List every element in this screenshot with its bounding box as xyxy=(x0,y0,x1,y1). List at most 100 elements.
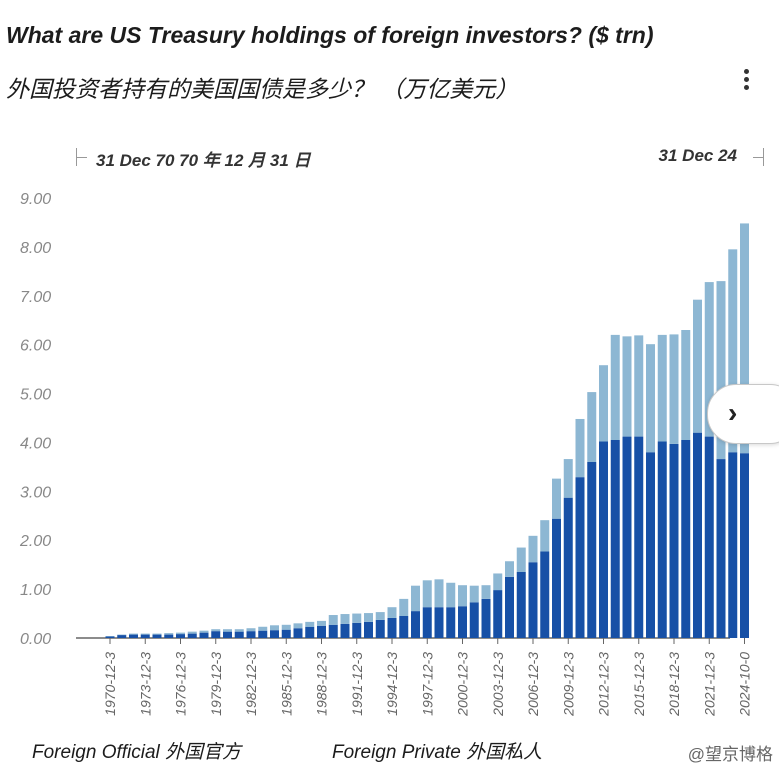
x-tick-label: 1973-12-3 xyxy=(137,652,153,716)
bar-private xyxy=(211,629,221,632)
x-tick-label: 1982-12-3 xyxy=(243,652,259,716)
bar-official xyxy=(552,518,561,638)
bar-private xyxy=(634,335,644,437)
bar-official xyxy=(563,497,573,638)
bar-official xyxy=(646,452,655,638)
y-tick-label: 5.00 xyxy=(20,387,51,404)
next-chart-button[interactable]: › xyxy=(707,384,779,444)
bar-private xyxy=(681,330,691,440)
bar-private xyxy=(422,580,432,608)
bar-private xyxy=(152,633,162,635)
bar-official xyxy=(152,634,162,638)
bar-private xyxy=(516,547,526,572)
chevron-right-icon: › xyxy=(728,397,738,428)
bar-official xyxy=(634,436,644,638)
bar-private xyxy=(176,632,185,635)
bar-official xyxy=(422,607,432,638)
stacked-bar-chart: 0.00 1.00 2.00 3.00 4.00 5.00 6.00 7.00 8.00 9.00… xyxy=(19,191,753,717)
y-tick-label: 0.00 xyxy=(20,631,51,648)
bar-official xyxy=(199,632,209,638)
bar-official xyxy=(669,443,679,638)
bar-official xyxy=(246,631,256,638)
x-tick-label: 1994-12-3 xyxy=(384,652,400,716)
bar-official xyxy=(305,626,315,638)
range-start-handle[interactable] xyxy=(76,148,88,166)
bar-official xyxy=(411,611,420,638)
bar-official xyxy=(528,562,538,638)
bar-private xyxy=(352,613,362,623)
bar-private xyxy=(199,630,209,633)
y-tick-label: 2.00 xyxy=(19,533,51,550)
bar-private xyxy=(317,620,326,626)
bar-private xyxy=(293,623,303,629)
bar-private xyxy=(646,344,655,453)
bar-official xyxy=(234,631,244,638)
bar-private xyxy=(481,585,491,599)
bar-official xyxy=(587,462,597,638)
bar-official xyxy=(399,616,409,638)
x-tick-label: 1991-12-3 xyxy=(349,652,365,716)
bar-private xyxy=(270,625,279,631)
bar-private xyxy=(693,299,702,433)
bar-official xyxy=(223,631,232,638)
bar-official xyxy=(364,621,373,638)
x-tick-label: 2018-12-3 xyxy=(666,652,682,717)
x-tick-label: 1979-12-3 xyxy=(208,652,224,716)
bar-official xyxy=(693,432,702,638)
bar-official xyxy=(458,606,467,638)
bar-private xyxy=(246,628,256,632)
bar-private xyxy=(140,633,150,635)
x-tick-label: 2009-12-3 xyxy=(560,652,576,717)
bar-official xyxy=(117,635,127,638)
bar-official xyxy=(258,630,268,638)
bar-official xyxy=(340,623,350,638)
bar-private xyxy=(399,598,409,616)
x-tick-label: 2012-12-3 xyxy=(596,652,612,717)
chart-title: What are US Treasury holdings of foreign… xyxy=(6,22,654,48)
x-tick-label: 1997-12-3 xyxy=(419,652,435,716)
chart-subtitle: 外国投资者持有的美国国债是多少？ （万亿美元） xyxy=(6,76,519,102)
bar-private xyxy=(657,334,667,442)
bar-private xyxy=(704,282,714,437)
bar-private xyxy=(669,334,679,444)
bar-official xyxy=(540,551,550,638)
bar-private xyxy=(223,629,232,632)
bar-official xyxy=(375,619,385,638)
bar-official xyxy=(622,436,632,638)
bar-official xyxy=(164,634,174,638)
bar-private xyxy=(540,520,550,552)
bar-official xyxy=(657,441,667,638)
y-tick-label: 4.00 xyxy=(20,435,51,452)
bar-private xyxy=(575,418,585,478)
bar-private xyxy=(728,249,738,453)
y-tick-label: 6.00 xyxy=(20,338,51,355)
bar-private xyxy=(434,579,444,608)
more-vertical-icon[interactable] xyxy=(736,66,756,96)
bar-private xyxy=(234,629,244,632)
y-tick-label: 9.00 xyxy=(20,191,51,208)
bar-official xyxy=(716,459,726,638)
bar-private xyxy=(552,478,561,519)
bar-private xyxy=(610,334,620,440)
bar-private xyxy=(258,626,268,631)
bar-private xyxy=(446,582,456,608)
bar-official xyxy=(704,436,714,638)
x-tick-label: 1976-12-3 xyxy=(173,652,189,716)
bar-official xyxy=(740,453,749,638)
x-tick-label: 2015-12-3 xyxy=(631,652,647,717)
x-tick-label: 1970-12-3 xyxy=(102,652,118,716)
bar-official xyxy=(140,634,150,638)
range-end-handle[interactable] xyxy=(752,148,764,166)
bar-official xyxy=(270,630,279,638)
bar-private xyxy=(740,223,749,454)
bar-official xyxy=(446,607,456,638)
bar-private xyxy=(587,392,597,462)
bar-official xyxy=(575,477,585,638)
y-tick-label: 1.00 xyxy=(20,582,51,599)
bar-official xyxy=(469,602,479,638)
bar-private xyxy=(305,621,315,627)
bar-private xyxy=(458,585,467,607)
bar-official xyxy=(129,634,138,638)
bar-private xyxy=(599,365,608,442)
x-tick-label: 2000-12-3 xyxy=(455,652,471,717)
